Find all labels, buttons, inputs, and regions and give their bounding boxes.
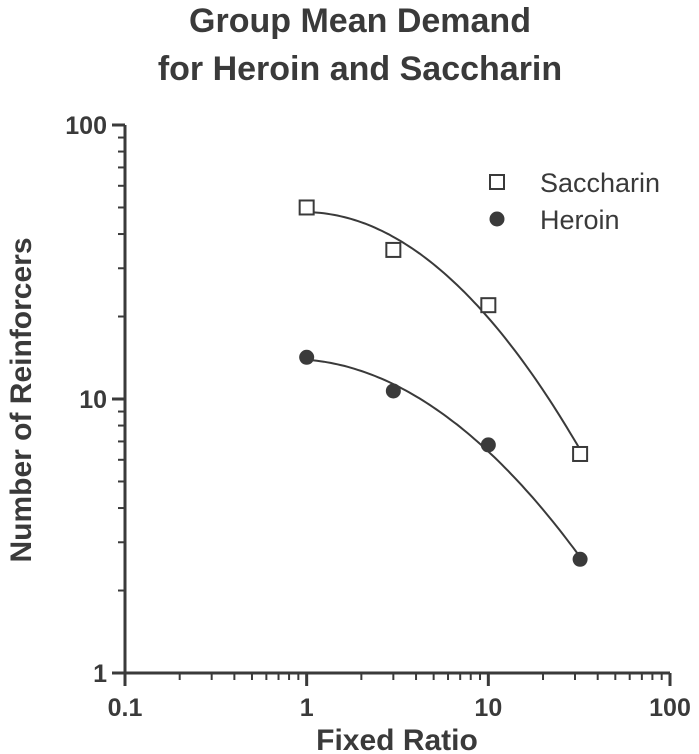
y-tick-label: 1 <box>93 660 107 688</box>
legend-heroin-label: Heroin <box>540 205 620 235</box>
x-tick-label: 1 <box>300 694 314 722</box>
y-axis-label: Number of Reinforcers <box>5 237 38 562</box>
data-points <box>298 199 589 567</box>
heroin-fit-curve <box>306 358 581 558</box>
saccharin-point <box>572 445 589 462</box>
saccharin-point <box>298 199 315 216</box>
saccharin-point <box>385 241 402 258</box>
legend-heroin-marker <box>489 211 505 227</box>
heroin-point <box>299 349 315 365</box>
heroin-point <box>572 551 588 567</box>
heroin-point <box>385 383 401 399</box>
x-axis-label: Fixed Ratio <box>316 724 478 754</box>
x-tick-label: 100 <box>649 694 691 722</box>
x-tick-label: 0.1 <box>108 694 143 722</box>
legend-saccharin-marker <box>489 174 505 190</box>
chart-title-line-2: for Heroin and Saccharin <box>158 50 562 88</box>
legend-saccharin-label: Saccharin <box>540 168 660 198</box>
chart-title-line-1: Group Mean Demand <box>189 2 531 40</box>
y-tick-label: 100 <box>65 112 107 140</box>
saccharin-point <box>480 297 497 314</box>
fit-curves <box>306 211 581 558</box>
saccharin-fit-curve <box>306 211 581 451</box>
y-tick-label: 10 <box>79 386 107 414</box>
legend: Saccharin Heroin <box>489 168 660 235</box>
heroin-point <box>480 437 496 453</box>
x-tick-label: 10 <box>474 694 502 722</box>
axes <box>112 123 672 686</box>
